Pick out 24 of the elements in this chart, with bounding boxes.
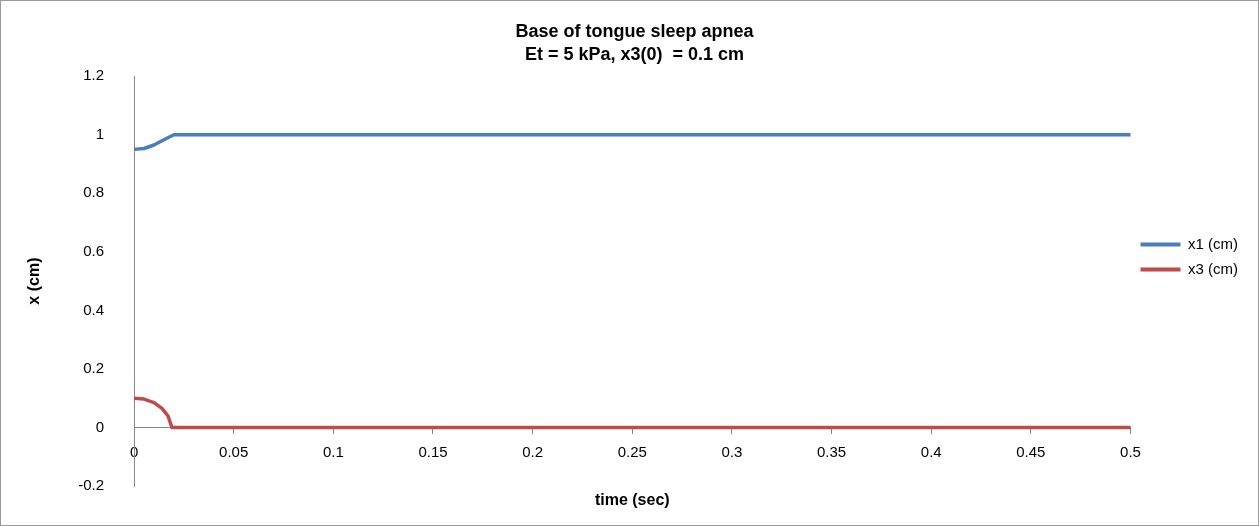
y-tick-label: 0.6 (83, 241, 105, 259)
y-tick-label: 1.2 (83, 66, 105, 84)
x-tick-label: 0.2 (522, 442, 544, 460)
y-tick-label: 0.4 (83, 300, 105, 318)
x-tick-label: 0.25 (617, 442, 647, 460)
x-tick-label: 0.5 (1120, 442, 1141, 460)
x-tick-label: 0.45 (1016, 442, 1046, 460)
legend-label: x3 (cm) (1188, 259, 1238, 277)
x-tick-label: 0.35 (816, 442, 847, 460)
chart-subtitle: Et = 5 kPa, x3(0) = 0.1 cm (524, 44, 745, 65)
y-tick-label: 1 (95, 124, 105, 142)
chart-title: Base of tongue sleep apnea (515, 20, 755, 41)
x-tick-label: 0.05 (219, 442, 249, 460)
y-tick-label: -0.2 (78, 476, 105, 494)
x-axis-title: time (sec) (594, 491, 670, 509)
x-tick-label: 0.3 (721, 442, 743, 460)
y-tick-label: 0.2 (83, 359, 105, 377)
y-axis-title: x (cm) (25, 257, 43, 305)
y-tick-label: 0.8 (83, 183, 105, 201)
legend-label: x1 (cm) (1188, 234, 1238, 252)
y-tick-label: 0 (95, 417, 105, 435)
x-tick-label: 0.1 (322, 442, 344, 460)
x-tick-label: 0.4 (920, 442, 942, 460)
x-tick-label: 0.15 (418, 442, 448, 460)
